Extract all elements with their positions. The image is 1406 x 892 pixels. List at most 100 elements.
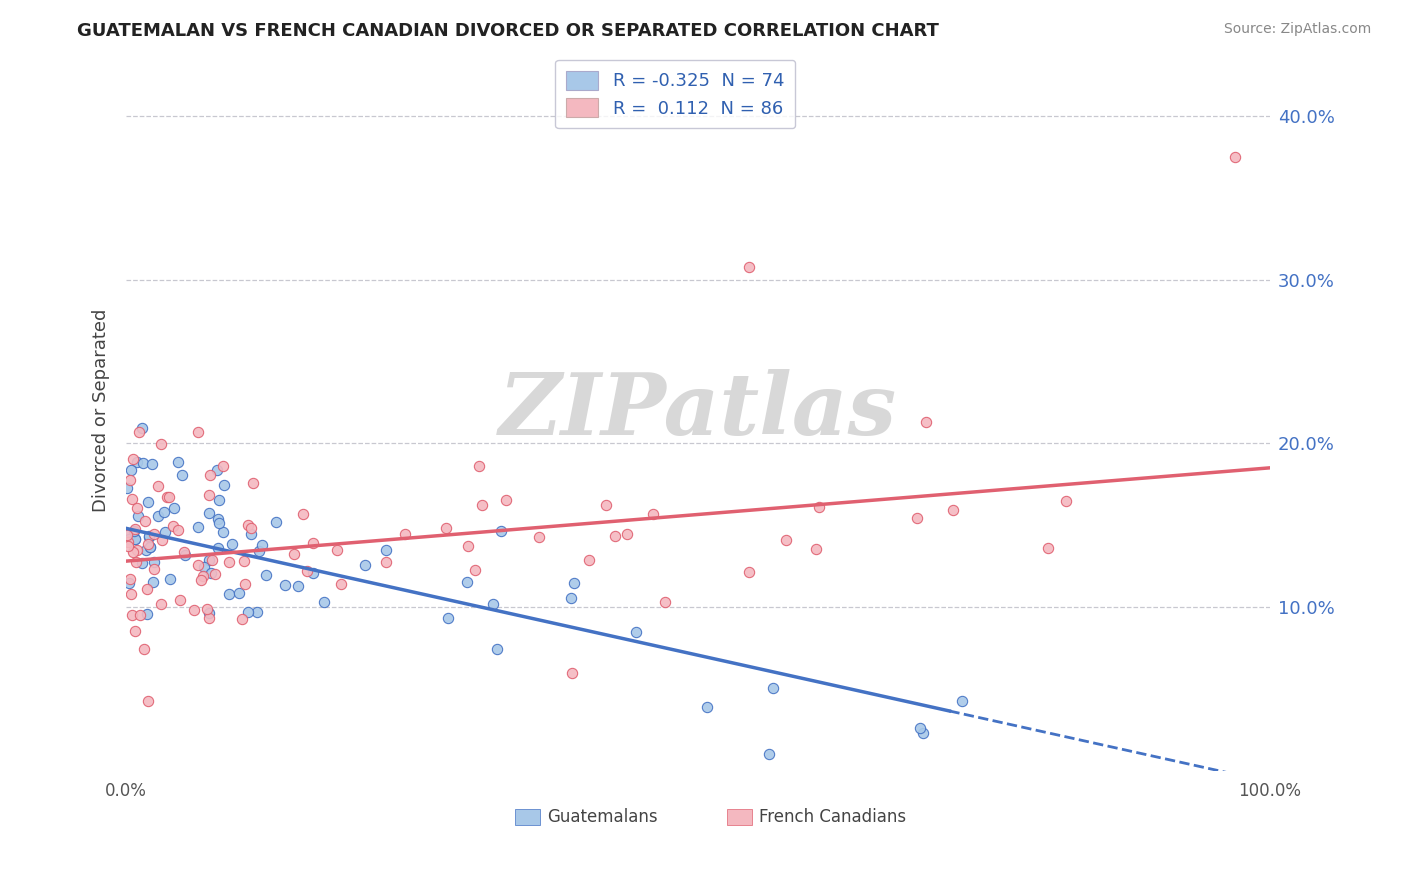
Text: GUATEMALAN VS FRENCH CANADIAN DIVORCED OR SEPARATED CORRELATION CHART: GUATEMALAN VS FRENCH CANADIAN DIVORCED O… bbox=[77, 22, 939, 40]
Point bbox=[156, 490, 179, 504]
Point bbox=[136, 495, 159, 509]
Point bbox=[159, 572, 181, 586]
Point bbox=[654, 595, 676, 609]
Point bbox=[247, 543, 270, 558]
Point bbox=[231, 612, 253, 626]
FancyBboxPatch shape bbox=[727, 809, 752, 824]
Point bbox=[1038, 541, 1060, 555]
Point bbox=[142, 562, 165, 576]
Point bbox=[207, 541, 229, 555]
Point bbox=[128, 425, 150, 440]
Point bbox=[174, 548, 197, 562]
Point bbox=[302, 536, 325, 550]
Legend: R = -0.325  N = 74, R =  0.112  N = 86: R = -0.325 N = 74, R = 0.112 N = 86 bbox=[555, 60, 796, 128]
Point bbox=[118, 473, 141, 487]
Point bbox=[198, 468, 221, 483]
Point bbox=[197, 506, 219, 520]
Point bbox=[912, 726, 935, 740]
Point bbox=[173, 545, 195, 559]
Point bbox=[167, 523, 190, 537]
Point bbox=[804, 542, 827, 557]
Point bbox=[1225, 150, 1247, 164]
Point bbox=[236, 518, 259, 533]
Point bbox=[153, 505, 176, 519]
Point bbox=[142, 575, 165, 590]
Point bbox=[561, 665, 583, 680]
Point bbox=[162, 518, 184, 533]
Point bbox=[236, 605, 259, 619]
Point bbox=[326, 542, 349, 557]
Point bbox=[254, 568, 277, 582]
Point bbox=[198, 488, 221, 502]
Point bbox=[394, 526, 416, 541]
Point bbox=[122, 545, 145, 559]
Point bbox=[950, 694, 973, 708]
Point bbox=[135, 543, 157, 558]
Point bbox=[146, 478, 169, 492]
Text: ZIPatlas: ZIPatlas bbox=[499, 369, 897, 452]
Point bbox=[221, 536, 243, 550]
Point bbox=[212, 458, 235, 473]
Point bbox=[457, 539, 479, 553]
Point bbox=[152, 533, 174, 548]
Point bbox=[131, 421, 153, 435]
Point bbox=[138, 529, 160, 543]
Point bbox=[187, 520, 209, 534]
Point bbox=[560, 591, 582, 605]
Point bbox=[910, 722, 932, 736]
Text: Guatemalans: Guatemalans bbox=[547, 807, 658, 826]
Point bbox=[578, 553, 600, 567]
Point bbox=[167, 455, 190, 469]
Point bbox=[211, 524, 233, 539]
Point bbox=[136, 607, 159, 622]
Point bbox=[117, 481, 139, 495]
Point bbox=[375, 543, 398, 558]
Point bbox=[314, 595, 336, 609]
Point bbox=[738, 565, 761, 579]
Point bbox=[914, 415, 936, 429]
Point bbox=[464, 563, 486, 577]
Point bbox=[132, 456, 155, 470]
Point bbox=[291, 507, 314, 521]
Point bbox=[208, 516, 231, 530]
Point bbox=[283, 547, 305, 561]
Point bbox=[212, 477, 235, 491]
Point bbox=[297, 564, 319, 578]
Point bbox=[218, 556, 240, 570]
Point bbox=[616, 526, 638, 541]
Point bbox=[595, 498, 617, 512]
Point bbox=[228, 586, 250, 600]
Point bbox=[495, 492, 517, 507]
Point bbox=[562, 576, 585, 591]
Point bbox=[117, 527, 139, 541]
Point bbox=[149, 437, 172, 451]
Point bbox=[193, 569, 215, 583]
Point bbox=[128, 608, 150, 623]
Point bbox=[233, 554, 256, 568]
Point bbox=[239, 521, 262, 535]
Point bbox=[118, 576, 141, 591]
Point bbox=[775, 533, 797, 547]
Point bbox=[264, 515, 287, 529]
Point bbox=[125, 455, 148, 469]
Point bbox=[125, 501, 148, 516]
Point bbox=[122, 524, 145, 538]
Point bbox=[117, 539, 139, 553]
Point bbox=[190, 573, 212, 587]
Point bbox=[163, 501, 186, 516]
Point bbox=[233, 576, 256, 591]
FancyBboxPatch shape bbox=[515, 809, 540, 824]
Point bbox=[198, 611, 221, 625]
Point bbox=[218, 586, 240, 600]
Point bbox=[127, 508, 149, 523]
Point bbox=[738, 260, 761, 274]
Point bbox=[207, 463, 229, 477]
Point bbox=[808, 500, 831, 515]
Point bbox=[150, 597, 173, 611]
Point bbox=[434, 521, 457, 535]
Point bbox=[274, 577, 297, 591]
Point bbox=[302, 566, 325, 581]
Y-axis label: Divorced or Separated: Divorced or Separated bbox=[93, 309, 110, 512]
Point bbox=[643, 507, 665, 521]
Point bbox=[329, 576, 352, 591]
